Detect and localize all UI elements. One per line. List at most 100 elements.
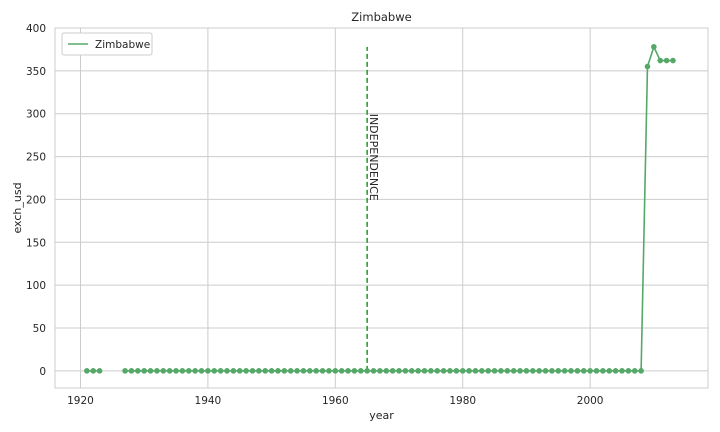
y-tick-label: 50 bbox=[33, 323, 46, 335]
data-point bbox=[408, 368, 415, 374]
data-point bbox=[574, 368, 581, 374]
data-point bbox=[612, 368, 619, 374]
independence-label: INDEPENDENCE bbox=[367, 114, 380, 201]
data-point bbox=[491, 368, 498, 374]
y-axis: 0 50 100 150 200 250 300 350 400 bbox=[26, 23, 46, 378]
data-point bbox=[262, 368, 269, 374]
data-point bbox=[619, 368, 625, 374]
data-point bbox=[287, 368, 294, 374]
series-layer bbox=[84, 44, 676, 374]
annotations: INDEPENDENCE bbox=[366, 46, 380, 371]
data-point bbox=[587, 368, 593, 374]
data-point bbox=[236, 368, 243, 374]
data-point bbox=[396, 368, 402, 374]
data-point bbox=[670, 57, 676, 64]
y-tick-label: 100 bbox=[26, 280, 46, 292]
data-point bbox=[338, 368, 345, 374]
data-point bbox=[224, 368, 230, 374]
data-point bbox=[275, 368, 281, 374]
data-point bbox=[198, 368, 205, 374]
data-point bbox=[657, 57, 664, 64]
data-point bbox=[370, 368, 377, 374]
data-point bbox=[141, 368, 147, 374]
data-point bbox=[147, 368, 154, 374]
data-point bbox=[179, 368, 186, 374]
data-point bbox=[192, 368, 198, 374]
y-tick-label: 350 bbox=[26, 66, 46, 78]
data-point bbox=[96, 368, 103, 374]
data-point bbox=[135, 368, 141, 374]
x-tick-label: 1940 bbox=[195, 395, 222, 407]
y-tick-label: 400 bbox=[26, 23, 46, 35]
data-point bbox=[600, 368, 606, 374]
data-point bbox=[421, 368, 428, 374]
data-point bbox=[498, 368, 504, 374]
x-tick-label: 1960 bbox=[322, 395, 349, 407]
data-point bbox=[549, 368, 555, 374]
data-point bbox=[84, 368, 90, 374]
data-point bbox=[300, 368, 307, 374]
data-point bbox=[357, 368, 364, 374]
data-point bbox=[160, 368, 167, 374]
data-point bbox=[434, 368, 441, 374]
plot-area bbox=[54, 27, 709, 389]
x-tick-label: 1980 bbox=[449, 395, 476, 407]
data-point bbox=[243, 368, 249, 374]
data-point bbox=[281, 368, 288, 374]
x-tick-label: 1920 bbox=[67, 395, 94, 407]
data-point bbox=[122, 368, 128, 374]
data-point bbox=[593, 368, 600, 374]
data-point bbox=[428, 368, 434, 374]
data-point bbox=[453, 368, 460, 374]
x-axis: 1920 1940 1960 1980 2000 bbox=[67, 395, 603, 407]
data-point bbox=[166, 368, 173, 374]
legend: Zimbabwe bbox=[61, 32, 153, 56]
data-point bbox=[440, 368, 447, 374]
y-tick-label: 250 bbox=[26, 152, 46, 164]
data-point bbox=[631, 368, 638, 374]
data-point bbox=[217, 368, 224, 374]
data-point bbox=[625, 368, 632, 374]
data-point bbox=[466, 368, 472, 374]
data-point bbox=[651, 44, 657, 50]
data-point bbox=[313, 368, 320, 374]
data-point bbox=[536, 368, 542, 374]
data-point bbox=[364, 368, 370, 374]
grid bbox=[55, 27, 708, 388]
data-point bbox=[268, 368, 275, 374]
x-tick-label: 2000 bbox=[577, 395, 604, 407]
data-point bbox=[638, 368, 644, 374]
data-point bbox=[510, 368, 517, 374]
data-point bbox=[90, 368, 97, 374]
data-point bbox=[644, 63, 651, 70]
chart-title: Zimbabwe bbox=[351, 10, 411, 24]
data-point bbox=[377, 368, 383, 374]
y-tick-label: 200 bbox=[26, 194, 46, 206]
data-point bbox=[447, 368, 453, 374]
data-point bbox=[185, 368, 192, 374]
y-axis-label: exch_usd bbox=[11, 182, 24, 233]
data-point bbox=[542, 368, 549, 374]
data-point bbox=[561, 368, 568, 374]
data-point bbox=[504, 368, 511, 374]
data-point bbox=[523, 368, 530, 374]
data-point bbox=[479, 368, 485, 374]
legend-label-zimbabwe: Zimbabwe bbox=[95, 39, 150, 51]
data-point bbox=[459, 368, 466, 374]
data-point bbox=[530, 368, 536, 374]
data-point bbox=[326, 368, 332, 374]
data-point bbox=[555, 368, 562, 374]
data-point bbox=[173, 368, 179, 374]
data-point bbox=[389, 368, 396, 374]
data-point bbox=[383, 368, 390, 374]
data-point bbox=[472, 368, 479, 374]
data-point bbox=[415, 368, 421, 374]
data-point bbox=[205, 368, 211, 374]
y-tick-label: 0 bbox=[39, 366, 46, 378]
data-point bbox=[249, 368, 256, 374]
data-point bbox=[345, 368, 351, 374]
data-point bbox=[606, 368, 613, 374]
y-tick-label: 150 bbox=[26, 237, 46, 249]
data-point bbox=[568, 368, 574, 374]
